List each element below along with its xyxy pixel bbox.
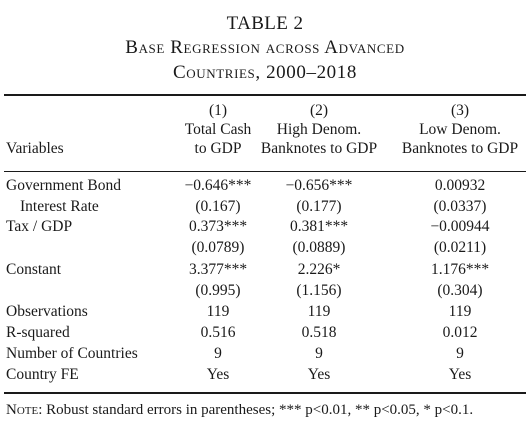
table-cell: 0.381*** bbox=[289, 218, 349, 235]
table-cell: −0.656*** bbox=[285, 177, 353, 194]
table-cell: (0.0337) bbox=[433, 198, 487, 215]
col1-line1: Total Cash bbox=[184, 121, 252, 138]
header-rule bbox=[4, 171, 526, 172]
table-number: TABLE 2 bbox=[226, 13, 304, 34]
row-label: R-squared bbox=[6, 324, 70, 341]
table-cell: (0.304) bbox=[437, 282, 483, 299]
row-label: Observations bbox=[6, 303, 88, 320]
table-cell: −0.00944 bbox=[430, 218, 490, 235]
table-cell: 9 bbox=[315, 345, 323, 362]
table-cell: 9 bbox=[214, 345, 222, 362]
table-cell: 3.377*** bbox=[188, 261, 248, 278]
table-cell: 119 bbox=[206, 303, 230, 320]
row-label: Number of Countries bbox=[6, 345, 138, 362]
bottom-rule bbox=[4, 392, 526, 394]
col3-line1: Low Denom. bbox=[419, 121, 501, 138]
table-cell: 9 bbox=[456, 345, 464, 362]
table-subtitle-line2: Countries, 2000–2018 bbox=[173, 62, 357, 83]
table-cell: 0.516 bbox=[200, 324, 236, 341]
col2-line2: Banknotes to GDP bbox=[260, 140, 378, 157]
table-cell: Yes bbox=[448, 366, 472, 383]
table-cell: −0.646*** bbox=[184, 177, 252, 194]
col1-number: (1) bbox=[208, 102, 228, 119]
top-rule bbox=[4, 94, 526, 96]
row-label: Interest Rate bbox=[20, 198, 99, 215]
table-cell: 1.176*** bbox=[430, 261, 490, 278]
col2-line1: High Denom. bbox=[276, 121, 362, 138]
table-subtitle-line1: Base Regression across Advanced bbox=[125, 37, 405, 58]
table-cell: (0.167) bbox=[195, 198, 241, 215]
row-label: Constant bbox=[6, 261, 62, 278]
table-cell: 2.226* bbox=[297, 261, 341, 278]
table-cell: (0.0211) bbox=[433, 239, 487, 256]
col3-number: (3) bbox=[450, 102, 470, 119]
table-cell: (0.0789) bbox=[191, 239, 245, 256]
table-cell: 0.012 bbox=[442, 324, 478, 341]
table-note: Note: Robust standard errors in parenthe… bbox=[6, 401, 521, 420]
table-cell: 119 bbox=[448, 303, 472, 320]
note-label: Note: bbox=[6, 402, 43, 418]
table-cell: (0.0889) bbox=[292, 239, 346, 256]
note-text: Robust standard errors in parentheses; *… bbox=[46, 402, 474, 418]
col2-number: (2) bbox=[309, 102, 329, 119]
col1-line2: to GDP bbox=[194, 140, 242, 157]
table-cell: 119 bbox=[307, 303, 331, 320]
table-cell: (1.156) bbox=[296, 282, 342, 299]
variables-header: Variables bbox=[6, 140, 64, 157]
table-cell: 0.518 bbox=[301, 324, 337, 341]
row-label: Tax / GDP bbox=[6, 218, 73, 235]
col3-line2: Banknotes to GDP bbox=[401, 140, 519, 157]
table-cell: Yes bbox=[307, 366, 331, 383]
row-label: Government Bond bbox=[6, 177, 121, 194]
table-cell: 0.00932 bbox=[434, 177, 486, 194]
row-label: Country FE bbox=[6, 366, 79, 383]
table-cell: 0.373*** bbox=[188, 218, 248, 235]
table-cell: (0.995) bbox=[195, 282, 241, 299]
table-cell: Yes bbox=[206, 366, 230, 383]
table-cell: (0.177) bbox=[296, 198, 342, 215]
